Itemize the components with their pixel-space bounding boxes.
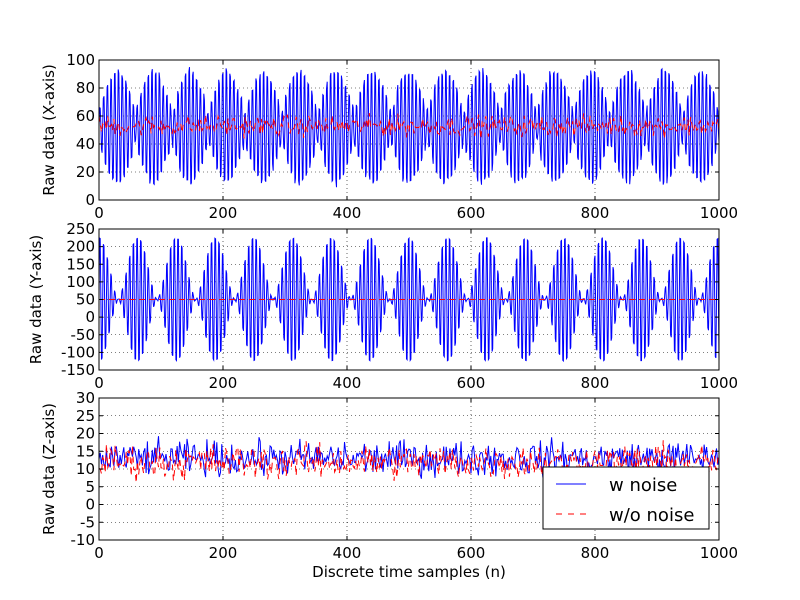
x-tick-label: 400 (333, 544, 362, 562)
x-tick-label: 800 (581, 544, 610, 562)
y-tick-label: 20 (76, 425, 95, 443)
y-tick-label: 10 (76, 460, 95, 478)
x-tick-label: 400 (333, 374, 362, 392)
y-tick-label: 80 (76, 79, 95, 97)
x-tick-label: 800 (581, 204, 610, 222)
x-tick-label: 600 (457, 544, 486, 562)
y-tick-label: 150 (66, 255, 95, 273)
x-tick-label: 1000 (700, 374, 738, 392)
x-tick-label: 400 (333, 204, 362, 222)
series-line-with-noise (99, 436, 719, 479)
legend-label: w noise (609, 475, 677, 496)
y-axis-label: Raw data (X-axis) (40, 64, 58, 196)
y-tick-label: 60 (76, 107, 95, 125)
y-tick-label: 25 (76, 407, 95, 425)
x-tick-label: 0 (94, 204, 104, 222)
x-tick-label: 200 (209, 204, 238, 222)
legend: w noise w/o noise (542, 466, 710, 530)
x-tick-label: 600 (457, 204, 486, 222)
x-tick-label: 0 (94, 544, 104, 562)
series-line-with-noise (99, 236, 719, 363)
y-tick-label: -100 (61, 343, 95, 361)
legend-label: w/o noise (609, 505, 694, 526)
y-tick-label: 50 (76, 291, 95, 309)
y-tick-label: 100 (66, 51, 95, 69)
y-axis-label: Raw data (Z-axis) (40, 403, 58, 535)
y-tick-label: 0 (85, 191, 95, 209)
y-tick-label: -10 (71, 531, 96, 549)
x-tick-label: 800 (581, 374, 610, 392)
x-tick-label: 200 (209, 374, 238, 392)
y-axis-label: Raw data (Y-axis) (27, 235, 45, 364)
x-tick-label: 1000 (700, 544, 738, 562)
x-tick-label: 600 (457, 374, 486, 392)
subplot-2: 0 200 400 600 800 1000-150-100-50050100150200… (27, 220, 738, 392)
x-tick-label: 1000 (700, 204, 738, 222)
x-tick-label: 0 (94, 374, 104, 392)
y-tick-label: 15 (76, 442, 95, 460)
y-tick-label: -150 (61, 361, 95, 379)
axes-frame (98, 59, 720, 201)
y-tick-label: -50 (71, 326, 96, 344)
x-axis-label: Discrete time samples (n) (312, 563, 506, 581)
x-tick-label: 200 (209, 544, 238, 562)
series-line-with-noise (99, 67, 719, 188)
series-line-without-noise (99, 112, 719, 139)
y-tick-label: 100 (66, 273, 95, 291)
y-tick-label: 20 (76, 163, 95, 181)
y-tick-label: 30 (76, 389, 95, 407)
y-tick-label: 200 (66, 238, 95, 256)
y-tick-label: 250 (66, 220, 95, 238)
y-tick-label: -5 (80, 513, 95, 531)
subplot-1: 0 200 400 600 800 1000 0 20 40 60 80 100 Raw data (X… (40, 51, 738, 222)
y-tick-label: 40 (76, 135, 95, 153)
y-tick-label: 5 (85, 478, 95, 496)
y-tick-label: 0 (85, 496, 95, 514)
legend-box (542, 466, 710, 530)
y-tick-label: 0 (85, 308, 95, 326)
